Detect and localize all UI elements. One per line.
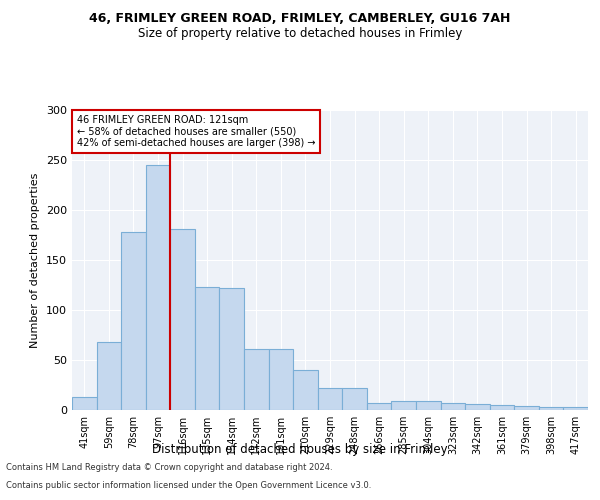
Bar	[269, 349, 293, 410]
Text: Size of property relative to detached houses in Frimley: Size of property relative to detached ho…	[138, 28, 462, 40]
Bar	[220, 288, 244, 410]
Bar	[318, 388, 342, 410]
Y-axis label: Number of detached properties: Number of detached properties	[31, 172, 40, 348]
Bar	[416, 401, 440, 410]
Text: Contains HM Land Registry data © Crown copyright and database right 2024.: Contains HM Land Registry data © Crown c…	[6, 463, 332, 472]
Bar	[293, 370, 318, 410]
Bar	[97, 342, 121, 410]
Bar	[490, 405, 514, 410]
Bar	[514, 406, 539, 410]
Bar	[195, 287, 220, 410]
Text: 46 FRIMLEY GREEN ROAD: 121sqm
← 58% of detached houses are smaller (550)
42% of : 46 FRIMLEY GREEN ROAD: 121sqm ← 58% of d…	[77, 115, 316, 148]
Bar	[146, 165, 170, 410]
Text: Contains public sector information licensed under the Open Government Licence v3: Contains public sector information licen…	[6, 480, 371, 490]
Bar	[367, 403, 391, 410]
Text: 46, FRIMLEY GREEN ROAD, FRIMLEY, CAMBERLEY, GU16 7AH: 46, FRIMLEY GREEN ROAD, FRIMLEY, CAMBERL…	[89, 12, 511, 26]
Bar	[465, 404, 490, 410]
Bar	[342, 388, 367, 410]
Bar	[170, 229, 195, 410]
Text: Distribution of detached houses by size in Frimley: Distribution of detached houses by size …	[152, 442, 448, 456]
Bar	[121, 232, 146, 410]
Bar	[563, 407, 588, 410]
Bar	[440, 403, 465, 410]
Bar	[72, 397, 97, 410]
Bar	[391, 401, 416, 410]
Bar	[539, 407, 563, 410]
Bar	[244, 349, 269, 410]
